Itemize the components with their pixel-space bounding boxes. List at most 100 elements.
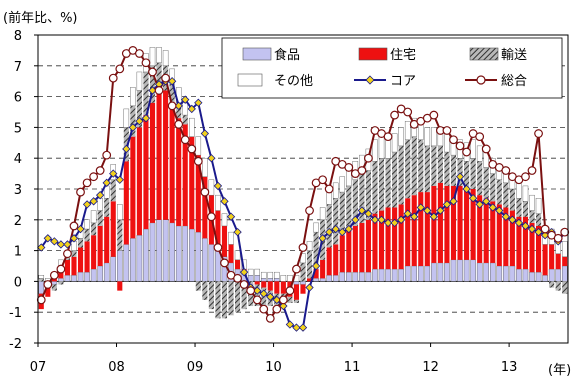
bar-food-23 (189, 228, 195, 282)
headline-point-41 (305, 206, 314, 215)
bar-other-73 (516, 182, 522, 199)
bar-food-24 (195, 231, 202, 282)
bar-food-11 (110, 256, 116, 282)
bar-housing-11 (110, 201, 116, 257)
bar-food-62 (444, 262, 450, 282)
bar-food-12 (117, 250, 123, 282)
headline-point-33 (252, 295, 262, 305)
bar-food-80 (561, 265, 568, 282)
bar-housing-78 (549, 244, 555, 270)
bar-housing-72 (509, 210, 515, 266)
bar-housing-5 (71, 256, 77, 276)
bar-transport-7 (84, 229, 90, 242)
bar-housing-9 (97, 225, 103, 266)
bar-transport-47 (346, 185, 352, 230)
bar-housing-63 (450, 185, 457, 260)
bar-transport-2 (51, 284, 57, 291)
bar-other-17 (149, 47, 156, 66)
y-tick-label-2: 0 (14, 275, 22, 290)
headline-point-18 (154, 86, 164, 95)
core-point-50 (364, 209, 373, 218)
core-point-38 (285, 320, 295, 329)
bar-housing-58 (418, 192, 424, 266)
bar-housing-56 (405, 198, 411, 266)
bar-food-43 (319, 278, 326, 282)
core-point-54 (390, 218, 399, 228)
legend-swatch-food (242, 47, 272, 61)
bar-transport-75 (529, 210, 535, 223)
bar-housing-29 (228, 244, 234, 263)
x-tick-label-3: 10 (265, 360, 282, 375)
bar-food-79 (555, 268, 561, 282)
bar-housing-14 (130, 136, 136, 239)
bar-housing-8 (91, 235, 97, 270)
headline-point-75 (527, 166, 537, 175)
bar-transport-21 (176, 102, 182, 119)
legend-swatch-other (237, 73, 263, 87)
headline-point-27 (213, 243, 223, 252)
bar-housing-39 (293, 284, 300, 300)
bar-other-36 (274, 271, 280, 279)
bar-food-75 (529, 271, 535, 282)
bar-transport-79 (555, 281, 561, 291)
core-point-43 (318, 234, 327, 243)
bar-transport-64 (457, 158, 463, 186)
bar-food-74 (522, 268, 529, 282)
bar-other-43 (319, 207, 326, 220)
bar-housing-76 (536, 225, 542, 273)
core-point-58 (416, 203, 425, 212)
bar-other-75 (529, 194, 535, 211)
bar-transport-74 (522, 201, 529, 217)
bar-housing-45 (333, 244, 339, 276)
legend-swatch-housing (358, 47, 388, 61)
bar-housing-68 (483, 198, 489, 263)
bar-other-44 (326, 191, 332, 205)
bar-other-51 (372, 139, 378, 162)
y-tick-label-6: 4 (14, 152, 22, 167)
bar-housing-6 (77, 247, 84, 273)
bar-transport-45 (333, 198, 339, 245)
bar-other-24 (195, 136, 202, 156)
headline-point-39 (292, 264, 301, 274)
core-point-13 (122, 144, 131, 154)
bar-other-0 (38, 275, 45, 279)
bar-food-64 (457, 259, 463, 282)
bar-food-33 (254, 275, 260, 282)
bar-housing-18 (156, 93, 162, 220)
bar-transport-50 (365, 170, 371, 220)
core-point-73 (514, 218, 524, 228)
core-point-20 (167, 77, 177, 86)
bar-transport-61 (437, 145, 443, 183)
core-point-31 (239, 267, 249, 277)
bar-transport-6 (77, 238, 84, 248)
bar-housing-2 (51, 278, 57, 282)
bar-other-14 (130, 87, 136, 107)
bar-food-35 (267, 278, 274, 282)
bar-other-8 (90, 210, 97, 224)
bar-food-45 (332, 275, 339, 282)
bar-other-45 (332, 182, 339, 199)
bar-food-18 (156, 219, 162, 282)
x-tick-label-0: 07 (30, 360, 47, 375)
bar-transport-66 (470, 158, 476, 189)
bar-other-42 (313, 222, 319, 233)
headline-point-4 (63, 249, 72, 259)
headline-point-43 (318, 175, 328, 185)
bar-transport-67 (477, 161, 483, 196)
bar-food-52 (378, 268, 385, 282)
bar-housing-41 (306, 278, 313, 282)
bar-transport-22 (182, 115, 188, 125)
core-point-62 (442, 200, 452, 209)
core-point-39 (292, 323, 301, 332)
series-lines (36, 46, 570, 332)
bar-transport-3 (58, 281, 64, 285)
bar-housing-79 (555, 253, 561, 270)
bar-food-78 (548, 268, 555, 282)
y-unit-label: (前年比、%) (3, 10, 78, 26)
bar-transport-17 (149, 65, 156, 103)
headline-point-3 (56, 264, 66, 274)
bar-transport-70 (496, 179, 502, 205)
bar-housing-70 (496, 204, 502, 266)
bar-food-27 (215, 250, 221, 282)
headline-point-11 (108, 73, 118, 83)
